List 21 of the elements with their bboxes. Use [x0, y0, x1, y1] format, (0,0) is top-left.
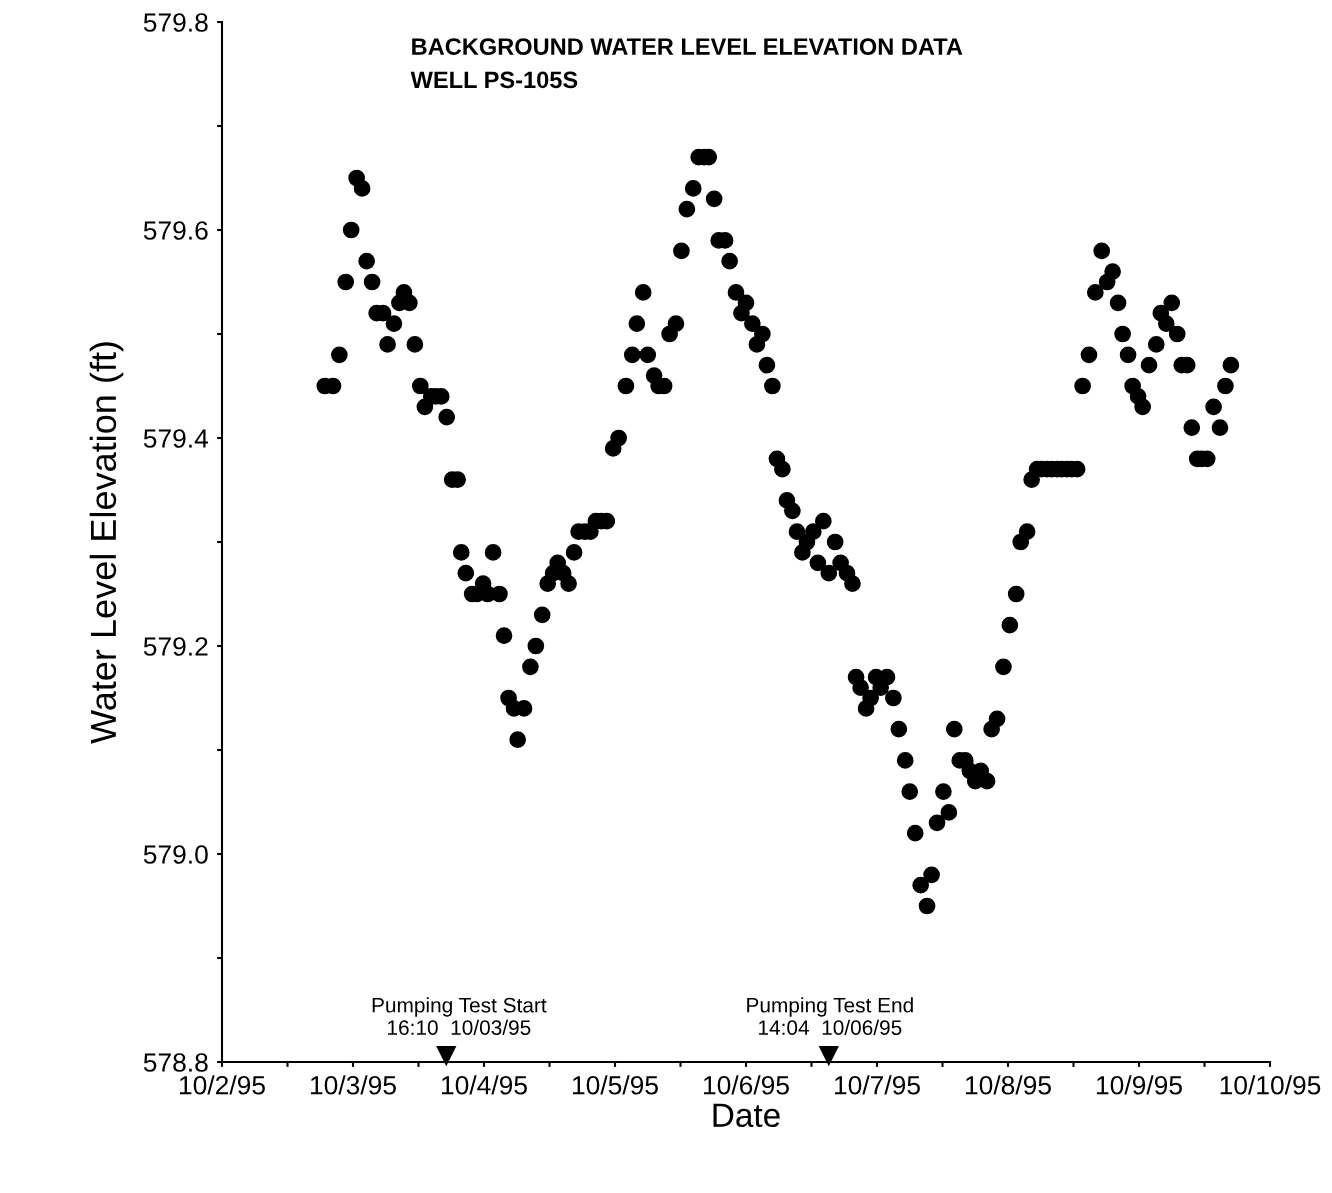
annotation: Pumping Test End 14:04 10/06/95: [747, 997, 913, 1035]
x-tick-label: 10/3/95: [310, 1075, 396, 1095]
x-tick-label: 10/9/95: [1096, 1075, 1182, 1095]
x-tick-label: 10/10/95: [1220, 1075, 1321, 1095]
x-tick-label: 10/2/95: [179, 1075, 265, 1095]
y-tick-label: 579.2: [143, 637, 208, 656]
annotation: Pumping Test Start 16:10 10/03/95: [372, 997, 547, 1035]
x-tick-label: 10/5/95: [572, 1075, 658, 1095]
y-tick-label: 579.8: [143, 13, 208, 32]
y-tick-label: 579.6: [143, 221, 208, 240]
x-tick-label: 10/6/95: [703, 1075, 789, 1095]
x-tick-label: 10/8/95: [965, 1075, 1051, 1095]
x-tick-label: 10/7/95: [834, 1075, 920, 1095]
x-axis-title: Date: [713, 1103, 780, 1128]
y-tick-label: 579.4: [143, 429, 209, 448]
x-tick-label: 10/4/95: [441, 1075, 527, 1095]
text: BACKGROUND WATER LEVEL ELEVATION DATA: [412, 38, 963, 55]
y-tick-label: 578.8: [143, 1053, 208, 1072]
y-axis-title: Water Level Elevation (ft): [89, 342, 124, 744]
text: WELL PS-105S: [410, 71, 578, 89]
y-tick-label: 579.0: [143, 845, 208, 864]
